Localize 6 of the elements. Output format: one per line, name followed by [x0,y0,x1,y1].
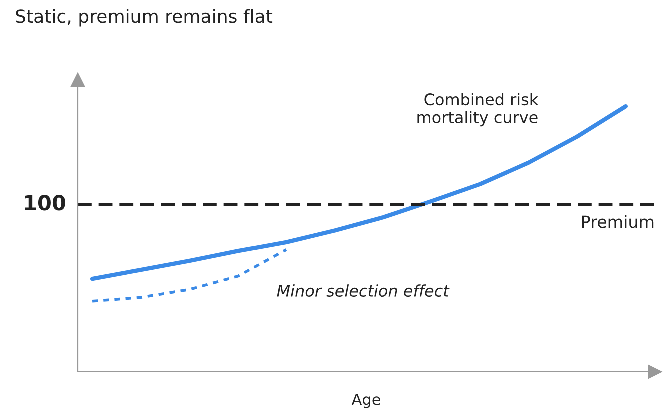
chart-title: Static, premium remains flat [16,9,273,27]
text: 100 [25,195,66,211]
annotation: Minor selection effect [277,284,450,297]
annotation: Combined risk mortality curve [418,93,539,127]
x-axis-title: Age [352,394,380,408]
ref-line-label: Premium [582,215,654,228]
